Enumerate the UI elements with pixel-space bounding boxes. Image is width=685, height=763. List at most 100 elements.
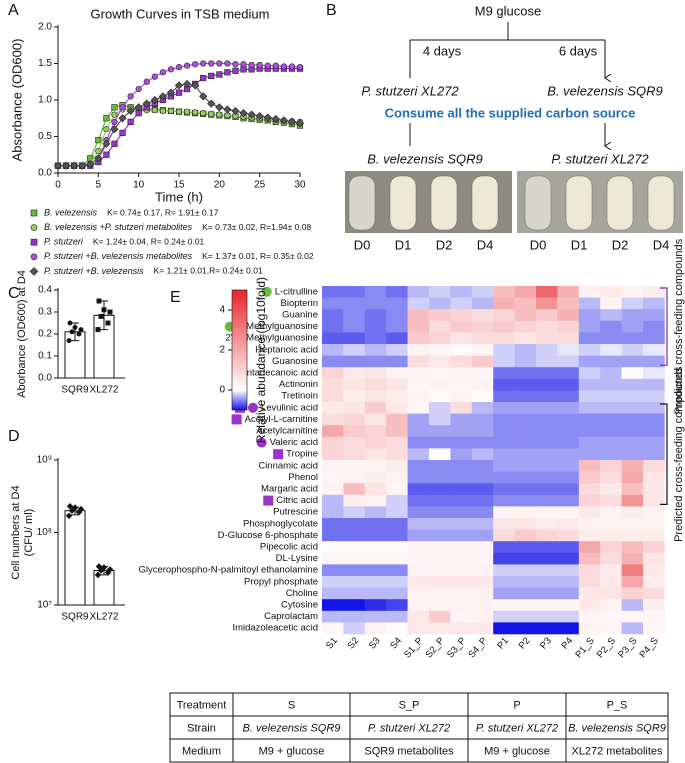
- heatmap-cell: [578, 425, 601, 438]
- table-cell: P: [513, 699, 520, 711]
- heatmap-cell: [514, 599, 537, 612]
- marker: [66, 338, 72, 344]
- heatmap-cell: [621, 286, 644, 298]
- heatmap-cell: [536, 483, 558, 496]
- marker: [78, 161, 87, 170]
- heatmap-cell: [407, 378, 430, 391]
- legend-label: P. stutzeri: [44, 237, 84, 247]
- heatmap-cell: [514, 425, 537, 438]
- column-label: S4: [388, 635, 404, 651]
- marker: [175, 108, 183, 115]
- row-label: Phenol: [288, 472, 318, 483]
- column-label: P3: [538, 635, 554, 651]
- heatmap-cell: [386, 425, 408, 438]
- heatmap-cell: [557, 286, 580, 298]
- heatmap-cell: [600, 309, 622, 322]
- heatmap-cell: [364, 552, 387, 565]
- row-label: Acetylcarnitine: [256, 426, 318, 437]
- heatmap-cell: [407, 622, 430, 635]
- heatmap-cell: [514, 610, 537, 623]
- row-label: Heptanoic acid: [255, 344, 318, 355]
- heatmap-cell: [471, 576, 494, 588]
- heatmap-cell: [429, 518, 451, 530]
- heatmap-cell: [364, 448, 387, 461]
- heatmap-cell: [407, 390, 430, 403]
- heatmap-cell: [621, 413, 644, 426]
- heatmap-cell: [621, 332, 644, 345]
- heatmap-cell: [471, 402, 494, 414]
- heatmap-cell: [536, 425, 558, 438]
- heatmap-cell: [343, 529, 366, 542]
- column-label: P4: [559, 635, 575, 651]
- heatmap-cell: [621, 622, 644, 635]
- heatmap-cell: [407, 413, 430, 426]
- heatmap-cell: [471, 471, 494, 484]
- x-tick-label: 10: [133, 180, 145, 191]
- heatmap-cell: [450, 286, 473, 298]
- marker: [183, 62, 191, 69]
- row-label: D-Glucose 6-phosphate: [218, 530, 318, 541]
- heatmap-cell: [493, 297, 515, 310]
- heatmap-cell: [557, 413, 580, 426]
- heatmap-cell: [386, 402, 408, 414]
- table-cell: Treatment: [177, 699, 227, 711]
- column-label: S4_P: [466, 635, 489, 660]
- heatmap-cell: [621, 309, 644, 322]
- arrow: [409, 123, 605, 146]
- heatmap-cell: [343, 297, 366, 310]
- heatmap-cell: [364, 436, 387, 449]
- tube: [524, 175, 552, 231]
- heatmap-cell: [407, 286, 430, 298]
- heatmap-cell: [621, 564, 644, 577]
- marker: [200, 110, 207, 117]
- tube-label: D4: [477, 237, 494, 252]
- heatmap-cell: [600, 471, 622, 484]
- heatmap-cell: [557, 355, 580, 368]
- heatmap-cell: [578, 436, 601, 449]
- column-label: P1: [495, 635, 511, 651]
- heatmap-cell: [343, 413, 366, 426]
- heatmap-cell: [429, 471, 451, 484]
- heatmap-cell: [322, 460, 344, 472]
- heatmap-cell: [364, 622, 387, 635]
- heatmap-cell: [600, 576, 622, 588]
- heatmap-cell: [514, 460, 537, 472]
- heatmap-cell: [600, 297, 622, 310]
- heatmap-cell: [364, 297, 387, 310]
- heatmap-cell: [643, 610, 665, 623]
- heatmap-cell: [536, 460, 558, 472]
- heatmap-cell: [322, 344, 344, 356]
- heatmap-cell: [322, 576, 344, 588]
- heatmap-cell: [343, 378, 366, 391]
- heatmap-cell: [536, 529, 558, 542]
- heatmap-cell: [493, 599, 515, 612]
- heatmap-cell: [364, 309, 387, 322]
- heatmap-cell: [386, 541, 408, 554]
- marker: [167, 107, 175, 115]
- marker: [94, 154, 103, 163]
- heatmap-cell: [386, 529, 408, 542]
- heatmap-cell: [536, 622, 558, 635]
- heatmap-cell: [429, 506, 451, 519]
- marker: [174, 81, 184, 90]
- heatmap-cell: [471, 378, 494, 391]
- heatmap-cell: [493, 541, 515, 554]
- marker: [111, 118, 118, 125]
- heatmap-cell: [322, 541, 344, 554]
- heatmap-cell: [429, 297, 451, 310]
- marker: [94, 571, 102, 579]
- heatmap-cell: [514, 529, 537, 542]
- heatmap-cell: [386, 506, 408, 519]
- heatmap-cell: [493, 494, 515, 507]
- heatmap-cell: [364, 610, 387, 623]
- x-tick-label: 5: [96, 180, 102, 191]
- heatmap-cell: [557, 471, 580, 484]
- heatmap-cell: [450, 413, 473, 426]
- heatmap-cell: [578, 494, 601, 507]
- heatmap-cell: [621, 378, 644, 391]
- marker: [67, 320, 73, 326]
- heatmap-cell: [471, 599, 494, 612]
- heatmap-cell: [322, 610, 344, 623]
- marker: [70, 161, 79, 170]
- heatmap-cell: [386, 518, 408, 530]
